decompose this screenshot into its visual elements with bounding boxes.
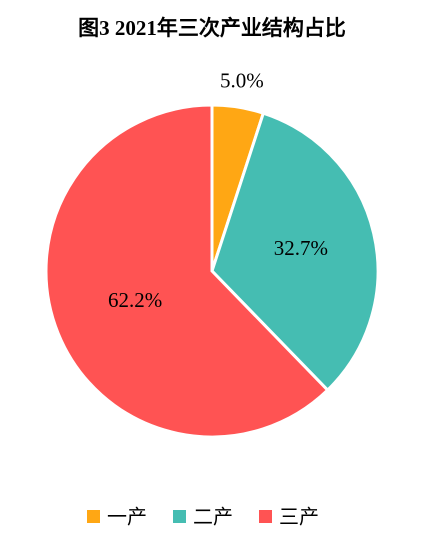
legend-swatch (259, 510, 272, 523)
chart-title: 图3 2021年三次产业结构占比 (78, 16, 346, 40)
pie-slice (44, 103, 330, 439)
data-label: 32.7% (274, 236, 328, 260)
legend-label: 三产 (279, 505, 319, 529)
legend-label: 二产 (193, 505, 233, 529)
legend-label: 一产 (107, 505, 147, 529)
legend-swatch (87, 510, 100, 523)
data-label: 5.0% (220, 68, 264, 92)
data-label: 62.2% (108, 288, 162, 312)
pie-slice (210, 111, 380, 393)
legend-swatch (173, 510, 186, 523)
